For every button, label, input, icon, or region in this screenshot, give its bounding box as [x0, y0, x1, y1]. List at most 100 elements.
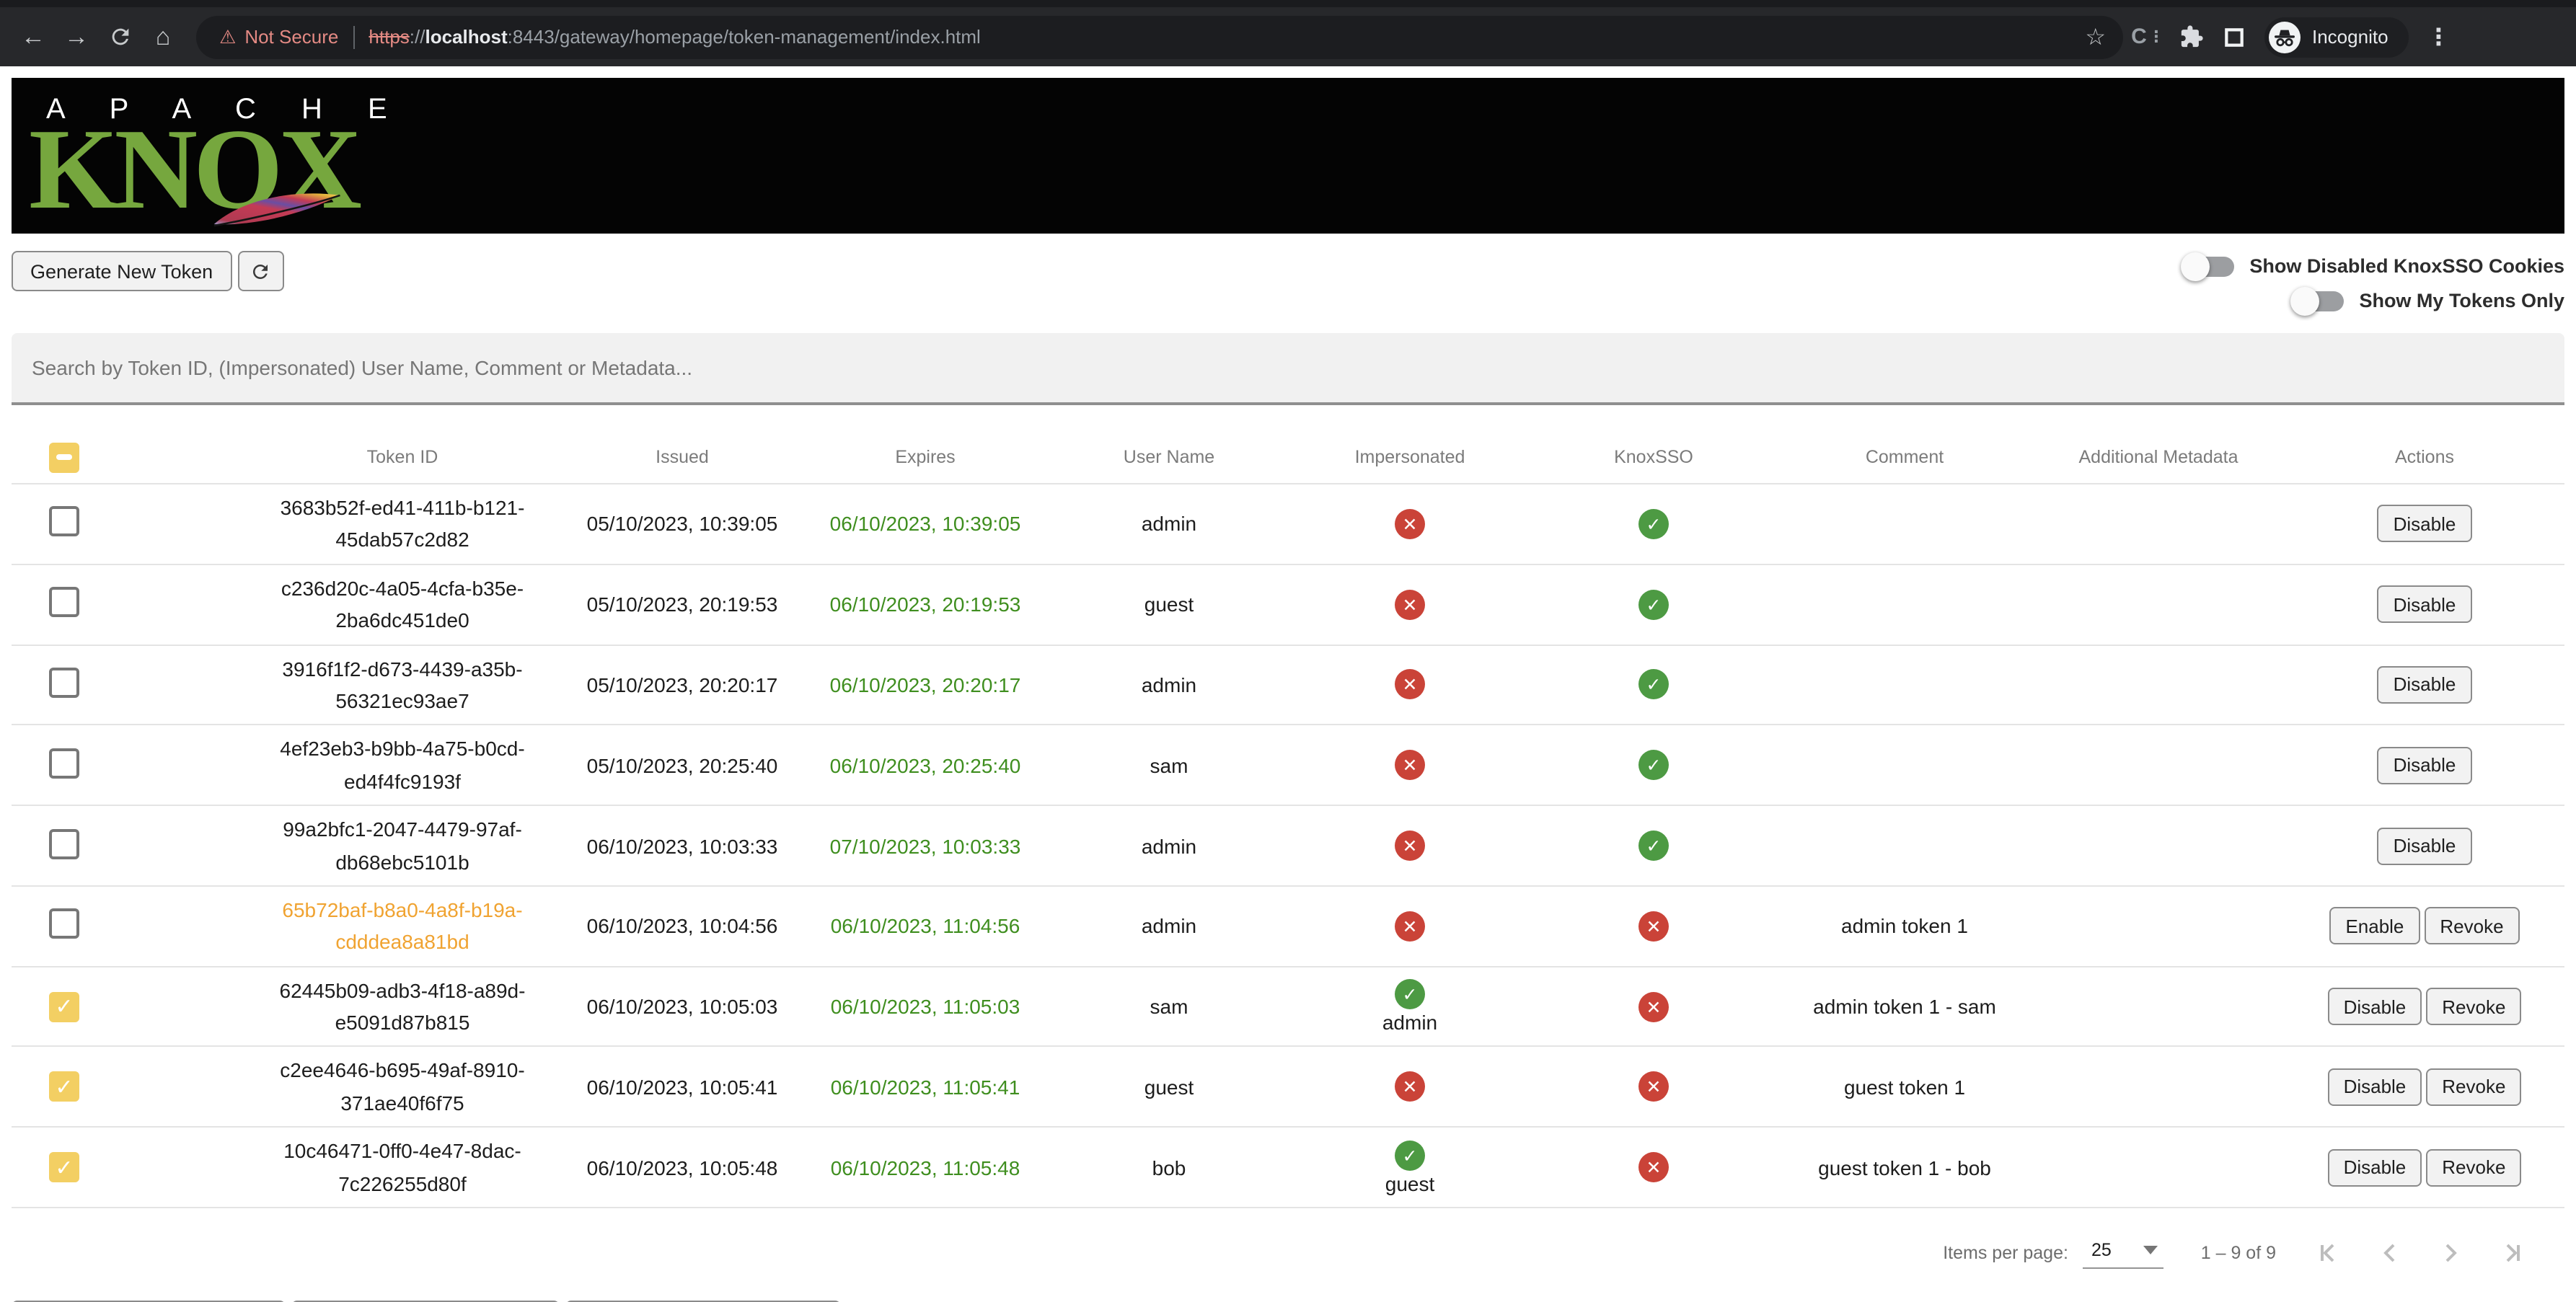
knoxsso-cell: ✓ — [1530, 831, 1777, 862]
issued-value: 06/10/2023, 10:05:48 — [586, 1156, 778, 1179]
token-table: Token ID Issued Expires User Name Impers… — [12, 431, 2564, 1209]
row-checkbox[interactable] — [49, 828, 79, 859]
token-id-cell: 10c46471-0ff0-4e47-8dac-7c226255d80f — [199, 1135, 563, 1200]
user-name-cell: sam — [1049, 753, 1289, 776]
expires-value: 07/10/2023, 10:03:33 — [829, 834, 1021, 858]
token-id-cell: 99a2bfc1-2047-4479-97af-db68ebc5101b — [199, 813, 563, 878]
disable-token-button[interactable]: Disable — [2377, 585, 2472, 624]
disable-token-button[interactable]: Disable — [2327, 988, 2422, 1026]
row-action-buttons: Disable — [2285, 505, 2564, 543]
comment-cell: admin token 1 — [1777, 915, 2032, 938]
issued-cell: 06/10/2023, 10:05:03 — [563, 995, 802, 1018]
x-circle-icon: ✕ — [1638, 991, 1669, 1022]
row-checkbox[interactable] — [49, 667, 79, 698]
back-icon[interactable]: ← — [21, 22, 45, 50]
generate-new-token-button[interactable]: Generate New Token — [12, 251, 232, 291]
items-per-page-label: Items per page: — [1943, 1243, 2068, 1264]
check-circle-icon: ✓ — [1638, 750, 1669, 781]
search-input[interactable] — [12, 333, 2564, 405]
row-select-cell: ✓ — [12, 1071, 199, 1102]
row-select-cell — [12, 587, 199, 621]
actions-cell: Disable — [2285, 585, 2564, 624]
extensions-puzzle-icon[interactable] — [2172, 18, 2210, 56]
home-icon[interactable]: ⌂ — [155, 22, 171, 50]
toggle-thumb — [2180, 252, 2210, 280]
row-checkbox[interactable] — [49, 908, 79, 939]
revoke-token-button[interactable]: Revoke — [2426, 1148, 2522, 1187]
header-actions: Actions — [2395, 447, 2454, 467]
not-secure-label[interactable]: Not Secure — [244, 26, 339, 48]
issued-value: 06/10/2023, 10:05:03 — [586, 995, 778, 1019]
issued-cell: 05/10/2023, 20:20:17 — [563, 673, 802, 696]
browser-menu-icon[interactable]: ⋮ — [2427, 25, 2451, 50]
first-page-button[interactable] — [2313, 1237, 2345, 1269]
disable-token-button[interactable]: Disable — [2377, 827, 2472, 865]
token-id: 65b72baf-b8a0-4a8f-b19a-cdddea8a81bd — [282, 898, 523, 954]
disable-token-button[interactable]: Disable — [2377, 746, 2472, 784]
token-id: 3916f1f2-d673-4439-a35b-56321ec93ae7 — [282, 657, 523, 712]
row-select-cell — [12, 506, 199, 541]
row-action-buttons: Disable — [2285, 665, 2564, 704]
next-page-button[interactable] — [2435, 1237, 2466, 1269]
revoke-token-button[interactable]: Revoke — [2426, 988, 2522, 1026]
row-action-buttons: Disable — [2285, 746, 2564, 784]
user-name-cell: admin — [1049, 513, 1289, 536]
reload-icon[interactable] — [101, 18, 138, 56]
knoxsso-cell: ✓ — [1530, 750, 1777, 781]
header-issued: Issued — [656, 447, 709, 467]
items-per-page-select[interactable]: 25 — [2082, 1237, 2163, 1270]
table-row: ✓ 62445b09-adb3-4f18-a89d-e5091d87b815 06/… — [12, 965, 2564, 1046]
warning-icon: ⚠ — [219, 25, 237, 47]
table-row: 65b72baf-b8a0-4a8f-b19a-cdddea8a81bd 06/1… — [12, 885, 2564, 966]
toggle-label: Show Disabled KnoxSSO Cookies — [2249, 255, 2564, 277]
actions-cell: Disable Revoke — [2285, 988, 2564, 1026]
select-all-checkbox[interactable] — [49, 442, 79, 472]
disable-token-button[interactable]: Disable — [2377, 665, 2472, 704]
bookmark-star-icon[interactable]: ☆ — [2085, 25, 2106, 50]
row-checkbox[interactable]: ✓ — [49, 1152, 79, 1183]
enable-token-button[interactable]: Enable — [2329, 907, 2420, 945]
user-name-value: guest — [1144, 593, 1194, 616]
row-checkbox[interactable]: ✓ — [49, 991, 79, 1022]
top-actions-bar: Generate New Token Show Disabled KnoxSSO… — [12, 251, 2564, 315]
disable-token-button[interactable]: Disable — [2327, 1068, 2422, 1106]
x-circle-icon: ✕ — [1395, 831, 1425, 862]
refresh-tokens-button[interactable] — [237, 251, 284, 291]
forward-icon[interactable]: → — [64, 22, 89, 50]
row-action-buttons: Enable Revoke — [2285, 907, 2564, 945]
last-page-button[interactable] — [2495, 1237, 2527, 1269]
previous-page-button[interactable] — [2374, 1237, 2406, 1269]
user-name-cell: guest — [1049, 593, 1289, 616]
show-disabled-knoxsso-toggle[interactable] — [2180, 252, 2234, 280]
row-checkbox[interactable]: ✓ — [49, 1071, 79, 1102]
user-name-value: sam — [1150, 995, 1188, 1019]
issued-cell: 06/10/2023, 10:05:48 — [563, 1156, 802, 1179]
extension-c-icon[interactable]: C ⋮ — [2129, 18, 2166, 56]
disable-token-button[interactable]: Disable — [2377, 505, 2472, 543]
revoke-token-button[interactable]: Revoke — [2426, 1068, 2522, 1106]
row-action-buttons: Disable Revoke — [2285, 1068, 2564, 1106]
show-my-tokens-toggle[interactable] — [2290, 286, 2344, 315]
row-checkbox[interactable] — [49, 748, 79, 779]
expires-value: 06/10/2023, 20:20:17 — [829, 673, 1021, 696]
x-circle-icon: ✕ — [1395, 1071, 1425, 1102]
comment-value: guest token 1 — [1843, 1075, 1966, 1099]
actions-cell: Disable — [2285, 827, 2564, 865]
x-circle-icon: ✕ — [1395, 508, 1425, 539]
issued-cell: 06/10/2023, 10:04:56 — [563, 915, 802, 938]
revoke-token-button[interactable]: Revoke — [2424, 907, 2520, 945]
disable-token-button[interactable]: Disable — [2327, 1148, 2422, 1187]
row-checkbox[interactable] — [49, 587, 79, 618]
header-expires: Expires — [895, 447, 956, 467]
filter-toggles: Show Disabled KnoxSSO Cookies Show My To… — [2180, 251, 2564, 315]
table-row: 3683b52f-ed41-411b-b121-45dab57c2d82 05/1… — [12, 483, 2564, 564]
user-name-value: admin — [1141, 512, 1197, 536]
expires-cell: 06/10/2023, 11:04:56 — [802, 915, 1049, 938]
url-separator: :// — [409, 26, 425, 48]
url-bar[interactable]: ⚠ Not Secure https :// localhost :8443/g… — [196, 15, 2123, 58]
comment-cell: guest token 1 - bob — [1777, 1156, 2032, 1179]
row-select-cell — [12, 828, 199, 863]
row-checkbox[interactable] — [49, 506, 79, 537]
issued-cell: 06/10/2023, 10:03:33 — [563, 834, 802, 857]
side-panel-icon[interactable] — [2215, 18, 2253, 56]
